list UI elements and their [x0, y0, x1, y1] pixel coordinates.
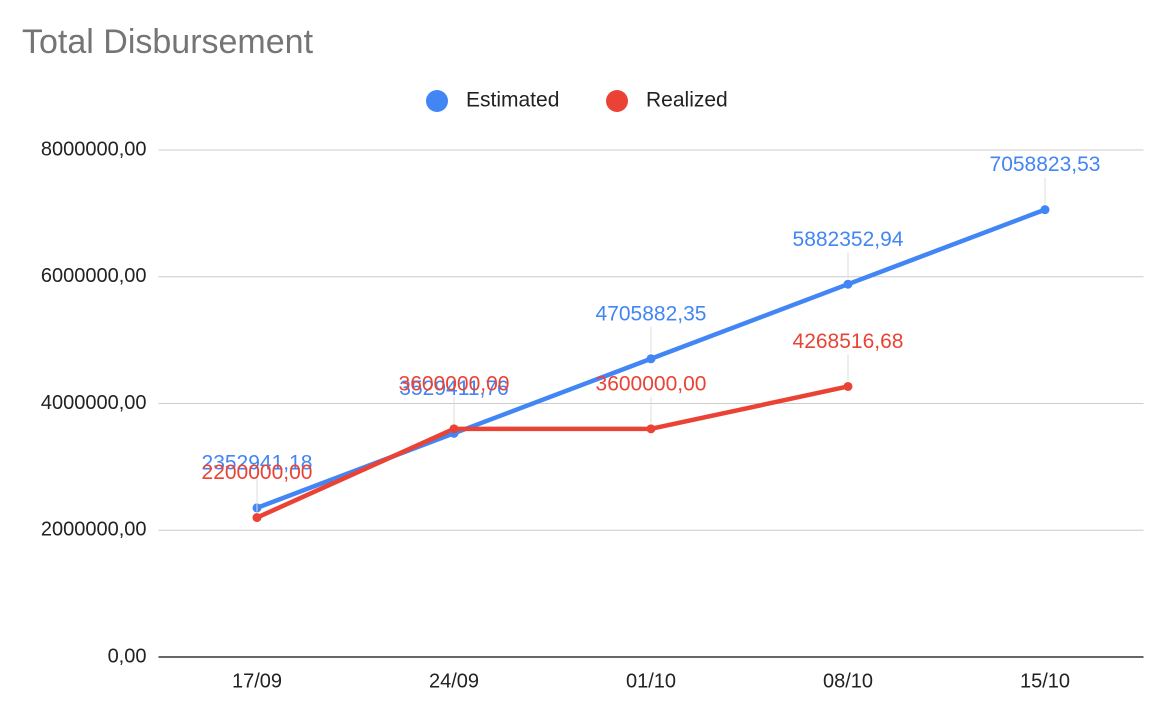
data-label: 3600000,00 — [596, 372, 707, 395]
data-label: 5882352,94 — [793, 228, 904, 251]
y-tick-label: 4000000,00 — [41, 392, 147, 414]
data-label: 4268516,68 — [793, 330, 904, 353]
y-tick-label: 0,00 — [108, 645, 147, 667]
data-point — [646, 354, 656, 364]
x-tick-label: 08/10 — [823, 670, 873, 692]
y-tick-label: 8000000,00 — [41, 138, 147, 160]
x-tick-label: 24/09 — [429, 670, 479, 692]
data-point — [843, 279, 853, 289]
x-tick-label: 01/10 — [626, 670, 676, 692]
data-point — [252, 513, 262, 523]
data-label: 4705882,35 — [596, 302, 707, 325]
data-point — [1040, 205, 1050, 215]
y-tick-label: 6000000,00 — [41, 265, 147, 287]
data-label: 3600000,00 — [399, 372, 510, 395]
legend-marker — [606, 90, 628, 112]
data-label: 2200000,00 — [202, 461, 313, 484]
chart-title: Total Disbursement — [22, 23, 314, 61]
data-point — [646, 424, 656, 434]
x-tick-label: 17/09 — [232, 670, 282, 692]
data-point — [449, 424, 459, 434]
data-point — [843, 381, 853, 391]
legend-marker — [426, 90, 448, 112]
data-label: 2352941,18 — [202, 451, 313, 474]
legend-label: Estimated — [466, 89, 559, 112]
legend-label: Realized — [646, 89, 728, 112]
y-tick-label: 2000000,00 — [41, 519, 147, 541]
data-label: 7058823,53 — [990, 153, 1101, 176]
x-tick-label: 15/10 — [1020, 670, 1070, 692]
series-line — [256, 384, 849, 520]
data-label: 3529411,76 — [399, 377, 508, 400]
